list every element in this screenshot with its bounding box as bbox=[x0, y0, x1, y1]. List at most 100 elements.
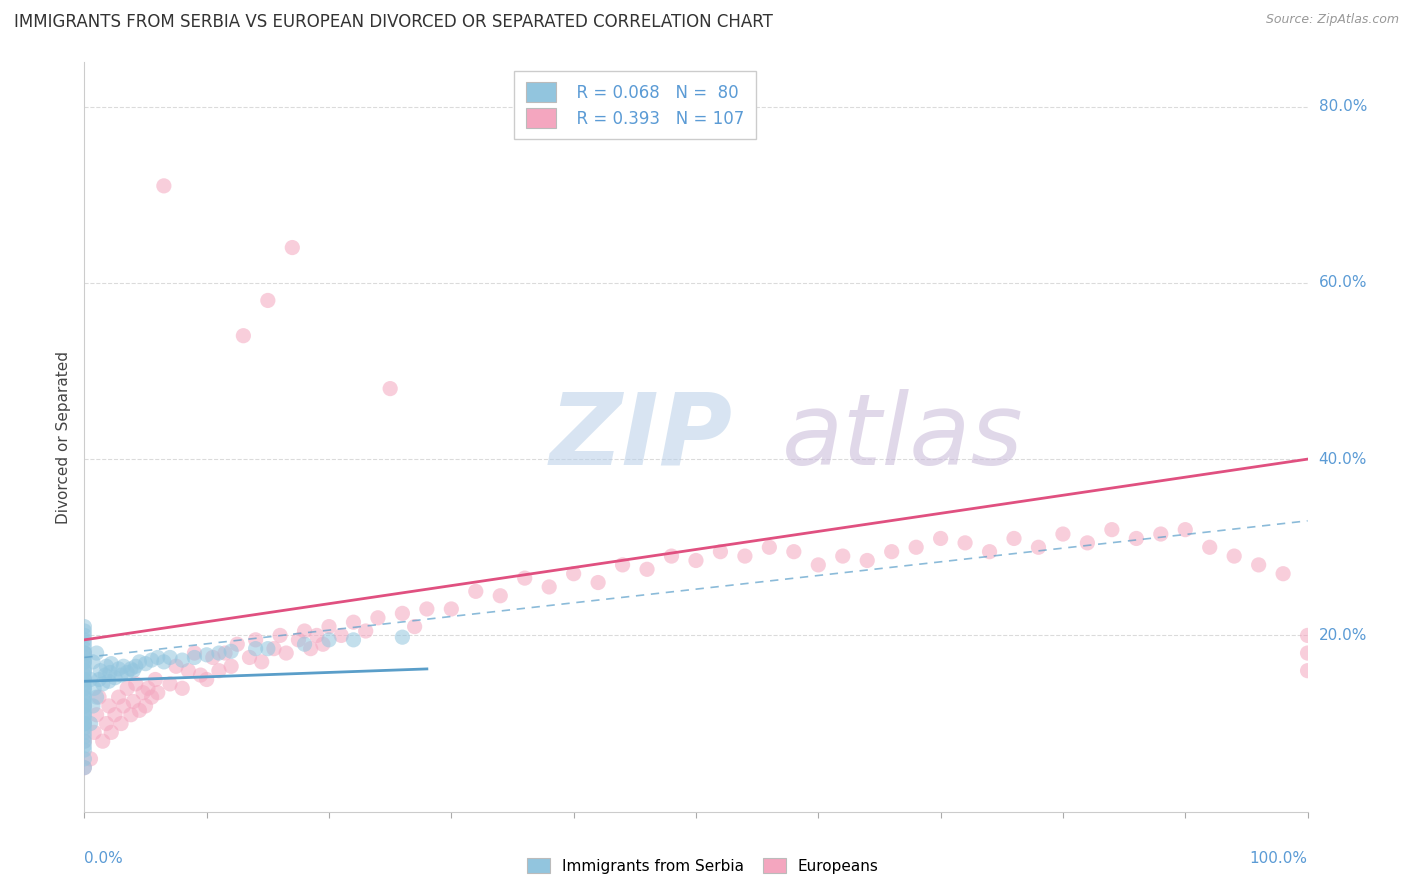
Point bbox=[281, 241, 304, 255]
Point bbox=[73, 641, 96, 656]
Point bbox=[73, 655, 96, 669]
Point bbox=[122, 664, 145, 678]
Point bbox=[132, 686, 155, 700]
Point bbox=[905, 541, 928, 555]
Point bbox=[257, 641, 280, 656]
Point bbox=[165, 659, 187, 673]
Point bbox=[73, 703, 96, 717]
Point bbox=[1150, 527, 1173, 541]
Point bbox=[238, 650, 260, 665]
Point bbox=[86, 690, 108, 705]
Point bbox=[73, 632, 96, 647]
Point bbox=[73, 743, 96, 757]
Point bbox=[929, 532, 952, 546]
Point bbox=[136, 681, 159, 696]
Point bbox=[79, 673, 101, 687]
Text: IMMIGRANTS FROM SERBIA VS EUROPEAN DIVORCED OR SEPARATED CORRELATION CHART: IMMIGRANTS FROM SERBIA VS EUROPEAN DIVOR… bbox=[14, 13, 773, 31]
Point bbox=[1101, 523, 1123, 537]
Point bbox=[612, 558, 634, 572]
Point bbox=[257, 293, 280, 308]
Point bbox=[391, 630, 413, 644]
Point bbox=[226, 637, 249, 651]
Point bbox=[73, 707, 96, 722]
Point bbox=[318, 632, 340, 647]
Point bbox=[287, 632, 309, 647]
Point bbox=[79, 716, 101, 731]
Point bbox=[73, 690, 96, 705]
Text: 60.0%: 60.0% bbox=[1319, 276, 1367, 290]
Point bbox=[299, 641, 322, 656]
Point bbox=[73, 677, 96, 691]
Point bbox=[1223, 549, 1246, 563]
Point bbox=[120, 662, 142, 676]
Point bbox=[183, 650, 205, 665]
Point bbox=[73, 761, 96, 775]
Point bbox=[91, 734, 114, 748]
Point bbox=[83, 725, 105, 739]
Point bbox=[1052, 527, 1074, 541]
Point bbox=[636, 562, 658, 576]
Point bbox=[112, 659, 135, 673]
Point bbox=[195, 648, 218, 662]
Point bbox=[73, 739, 96, 753]
Point bbox=[73, 721, 96, 735]
Point bbox=[73, 655, 96, 669]
Point bbox=[342, 632, 364, 647]
Point bbox=[73, 659, 96, 673]
Point bbox=[208, 646, 231, 660]
Point bbox=[73, 716, 96, 731]
Point bbox=[416, 602, 439, 616]
Point bbox=[1296, 646, 1319, 660]
Point bbox=[73, 752, 96, 766]
Point bbox=[73, 730, 96, 744]
Point bbox=[73, 646, 96, 660]
Point bbox=[1272, 566, 1295, 581]
Point bbox=[1002, 532, 1025, 546]
Point bbox=[135, 657, 157, 671]
Text: 20.0%: 20.0% bbox=[1319, 628, 1367, 643]
Point bbox=[73, 664, 96, 678]
Point bbox=[214, 646, 236, 660]
Point bbox=[115, 681, 138, 696]
Point bbox=[73, 734, 96, 748]
Point bbox=[122, 694, 145, 708]
Point bbox=[219, 644, 242, 658]
Point bbox=[73, 690, 96, 705]
Point bbox=[91, 677, 114, 691]
Point bbox=[367, 611, 389, 625]
Point bbox=[73, 637, 96, 651]
Point bbox=[172, 653, 194, 667]
Point bbox=[269, 628, 291, 642]
Point bbox=[73, 686, 96, 700]
Point bbox=[97, 674, 120, 689]
Point bbox=[159, 650, 181, 665]
Point bbox=[305, 628, 328, 642]
Point bbox=[513, 571, 536, 585]
Point bbox=[141, 690, 163, 705]
Point bbox=[312, 637, 335, 651]
Text: 0.0%: 0.0% bbox=[84, 851, 124, 865]
Point bbox=[831, 549, 853, 563]
Point bbox=[245, 632, 267, 647]
Point bbox=[294, 624, 316, 638]
Point bbox=[86, 646, 108, 660]
Point bbox=[73, 619, 96, 633]
Point bbox=[100, 725, 122, 739]
Point bbox=[135, 698, 157, 713]
Point bbox=[391, 607, 413, 621]
Point bbox=[783, 544, 806, 558]
Point bbox=[73, 673, 96, 687]
Point bbox=[87, 673, 110, 687]
Point bbox=[112, 698, 135, 713]
Point bbox=[73, 712, 96, 726]
Point bbox=[807, 558, 830, 572]
Point bbox=[190, 668, 212, 682]
Point bbox=[73, 646, 96, 660]
Point bbox=[880, 544, 903, 558]
Point bbox=[73, 650, 96, 665]
Point bbox=[96, 716, 118, 731]
Point bbox=[143, 673, 166, 687]
Point bbox=[195, 673, 218, 687]
Text: ZIP: ZIP bbox=[550, 389, 733, 485]
Point bbox=[110, 668, 132, 682]
